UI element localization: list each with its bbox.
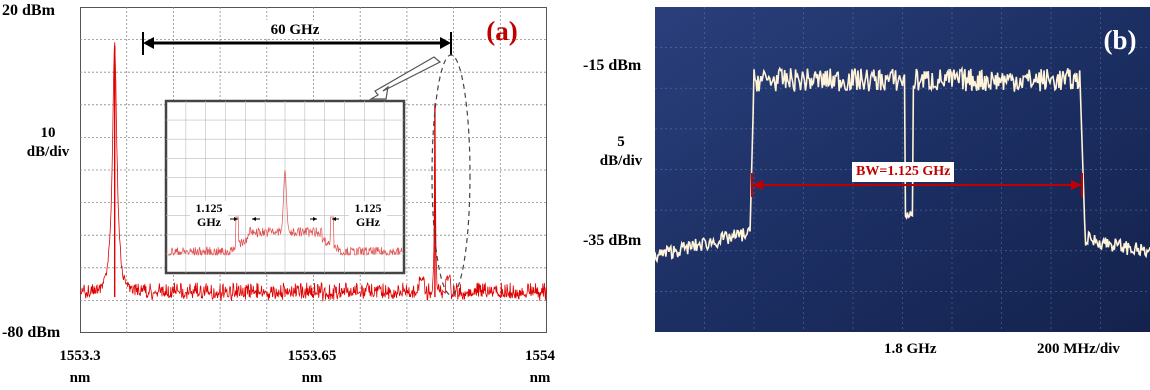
bw-annotation	[751, 173, 1083, 197]
panel-label-a: (a)	[486, 16, 517, 46]
inset-label-unit: GHz	[197, 215, 221, 229]
a-ytick-top: 20 dBm	[2, 2, 55, 19]
inset-label-left: 1.125 GHz	[190, 201, 228, 229]
a-xtick-unit: nm	[529, 370, 551, 386]
inset-marker-arrowhead	[234, 217, 238, 221]
span-arrow-left	[143, 37, 154, 49]
b-ytick-top: -15 dBm	[583, 57, 642, 74]
a-xtick-1554: 1554 nm	[510, 345, 570, 389]
panel-label-b: (b)	[1104, 25, 1137, 55]
screen-grid	[655, 7, 1150, 332]
inset-marker-arrowhead	[252, 217, 256, 221]
inset-label-value: 1.125	[354, 201, 382, 215]
a-xtick-value: 1554	[525, 348, 555, 364]
spectrum-plot-a: 60 GHz (a)	[80, 7, 547, 333]
b-xtick-center: 1.8 GHz	[884, 341, 937, 357]
a-yscale-label: 10 dB/div	[18, 124, 78, 162]
inset-trace	[168, 169, 403, 257]
plot-a-trace	[80, 42, 547, 302]
span-label: 60 GHz	[271, 22, 320, 38]
bw-arrow-left	[752, 180, 763, 190]
inset-markers	[230, 217, 339, 221]
inset-label-right: 1.125 GHz	[349, 201, 387, 229]
a-xtick-value: 1553.3	[59, 348, 101, 364]
a-xtick-unit: nm	[301, 370, 323, 386]
span-label-bg	[260, 20, 330, 38]
inset-spectrum-series	[168, 169, 403, 257]
spectrum-series-b	[655, 65, 1150, 264]
a-xtick-1553.65: 1553.65 nm	[272, 345, 352, 389]
a-yscale-value: 10	[40, 125, 56, 141]
a-xtick-unit: nm	[69, 370, 91, 386]
inset-label-unit: GHz	[356, 215, 380, 229]
a-ytick-bottom: -80 dBm	[2, 324, 61, 341]
span-annotation: 60 GHz	[142, 20, 452, 55]
inset-label-value: 1.125	[195, 201, 223, 215]
zoom-inset	[164, 99, 406, 275]
bw-label: BW=1.125 GHz	[852, 162, 955, 182]
screen-trace	[655, 65, 1150, 264]
a-xtick-value: 1553.65	[287, 348, 337, 364]
b-yscale-value: 5	[617, 134, 625, 150]
span-arrow-right	[440, 37, 451, 49]
b-ytick-bottom: -35 dBm	[583, 232, 642, 249]
a-yscale-unit: dB/div	[26, 144, 70, 160]
highlight-ellipse	[431, 54, 471, 296]
b-yscale-label: 5 dB/div	[596, 133, 646, 171]
spectrum-series-a	[80, 42, 547, 302]
a-xtick-1553.3: 1553.3 nm	[45, 345, 115, 389]
inset-marker-arrowhead	[332, 217, 336, 221]
b-xtick-scale: 200 MHz/div	[1037, 341, 1120, 357]
zoom-pointer-arrow	[368, 56, 442, 100]
bw-arrow-right	[1071, 180, 1082, 190]
b-yscale-unit: dB/div	[599, 153, 643, 169]
inset-marker-arrowhead	[313, 217, 317, 221]
